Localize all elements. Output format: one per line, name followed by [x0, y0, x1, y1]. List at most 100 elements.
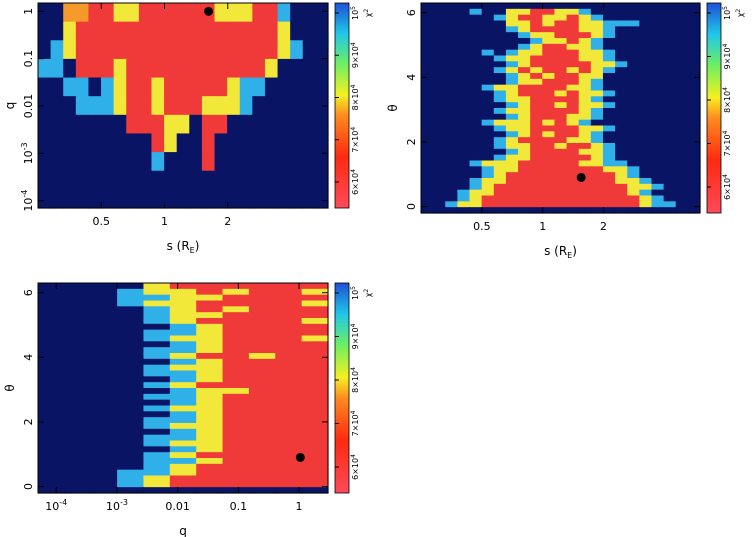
heatmap-cell [518, 73, 531, 80]
heatmap-cell [169, 294, 197, 302]
heatmap-cell [518, 207, 531, 214]
heatmap-cell [143, 428, 171, 436]
heatmap-cell [164, 114, 178, 135]
heatmap-cell [469, 166, 483, 173]
heatmap-cell [248, 440, 276, 447]
heatmap-cell [143, 347, 171, 354]
x-tick-label: 0.5 [473, 220, 491, 233]
heatmap-cell [675, 172, 689, 179]
heatmap-cell [663, 207, 677, 214]
heatmap-cell [469, 201, 483, 208]
heatmap-cell [493, 96, 507, 103]
heatmap-cell [169, 440, 197, 447]
heatmap-cell [176, 3, 190, 23]
heatmap-cell [196, 370, 224, 377]
heatmap-cell [687, 61, 701, 68]
heatmap-cell [421, 14, 434, 22]
heatmap-cell [578, 61, 592, 68]
heatmap-cell [117, 294, 145, 302]
heatmap-cell [590, 20, 604, 27]
heatmap-cell [248, 405, 276, 412]
heatmap-cell [590, 90, 604, 97]
heatmap-cell [90, 440, 118, 447]
heatmap-cell [615, 166, 628, 173]
heatmap-cell [64, 423, 92, 430]
colorbar-tick-label: 105 [350, 6, 360, 20]
heatmap-cell [590, 189, 604, 197]
heatmap-cell [602, 55, 616, 62]
heatmap-cell [169, 423, 197, 430]
heatmap-cell [277, 96, 291, 116]
heatmap-cell [469, 108, 483, 115]
heatmap-cell [433, 160, 446, 167]
heatmap-cell [63, 189, 77, 209]
heatmap-cell [445, 125, 458, 132]
heatmap-cell [143, 323, 171, 331]
heatmap-cell [277, 21, 291, 41]
heatmap-cell [143, 405, 171, 412]
heatmap-cell [457, 26, 471, 33]
heatmap-cell [457, 166, 471, 173]
heatmap-cell [222, 353, 250, 360]
heatmap-cell [590, 160, 604, 167]
heatmap-cell [301, 370, 329, 377]
heatmap-cell [64, 312, 92, 319]
colorbar-tick-label: 7×104 [350, 410, 360, 436]
heatmap-cell [169, 341, 197, 348]
heatmap-cell [469, 38, 483, 45]
y-tick-label: 0 [22, 483, 35, 490]
heatmap-cell [63, 58, 77, 79]
heatmap-cell [38, 318, 65, 325]
heatmap-cell [227, 21, 241, 41]
heatmap-cell [675, 143, 689, 150]
heatmap-cell [505, 20, 519, 27]
heatmap-cell [143, 463, 171, 471]
heatmap-cell [64, 306, 92, 313]
heatmap-cell [275, 423, 303, 430]
heatmap-cell [639, 32, 653, 39]
colorbar-label: χ2 [735, 9, 745, 18]
heatmap-cell [222, 417, 250, 424]
heatmap-cell [663, 131, 677, 138]
heatmap-cell [578, 166, 592, 173]
heatmap-cell [189, 170, 203, 190]
heatmap-cell [143, 283, 171, 290]
heatmap-cell [222, 411, 250, 418]
heatmap-cell [421, 131, 434, 138]
colorbar-tick-label: 8×104 [350, 84, 360, 110]
heatmap-cell [602, 183, 616, 191]
heatmap-cell [651, 148, 665, 156]
heatmap-cell [90, 463, 118, 471]
heatmap-cell [222, 370, 250, 377]
heatmap-cell [264, 77, 279, 97]
heatmap-cell [227, 152, 241, 172]
heatmap-cell [138, 96, 153, 116]
heatmap-cell [75, 133, 90, 153]
heatmap-cell [227, 170, 241, 190]
heatmap-cell [101, 133, 115, 153]
heatmap-cell [675, 8, 689, 16]
heatmap-cell [421, 195, 434, 202]
heatmap-cell [602, 73, 616, 80]
heatmap-cell [590, 178, 604, 185]
heatmap-cell [421, 102, 434, 109]
heatmap-cell [542, 195, 556, 202]
heatmap-cell [38, 152, 52, 172]
heatmap-cell [277, 114, 291, 135]
y-axis-label: θ [3, 384, 17, 391]
heatmap-cell [117, 329, 145, 337]
heatmap-cell [530, 207, 543, 214]
x-axis-label: s (RE) [544, 244, 577, 260]
heatmap-cell [627, 90, 640, 97]
heatmap-cell [117, 318, 145, 325]
heatmap-cell [176, 170, 190, 190]
heatmap-cell [90, 370, 118, 377]
heatmap-cell [275, 329, 303, 337]
heatmap-cell [602, 172, 616, 179]
heatmap-cell [602, 14, 616, 22]
heatmap-cell [675, 166, 689, 173]
heatmap-cell [615, 148, 628, 156]
heatmap-cell [64, 417, 92, 424]
heatmap-cell [675, 119, 689, 127]
